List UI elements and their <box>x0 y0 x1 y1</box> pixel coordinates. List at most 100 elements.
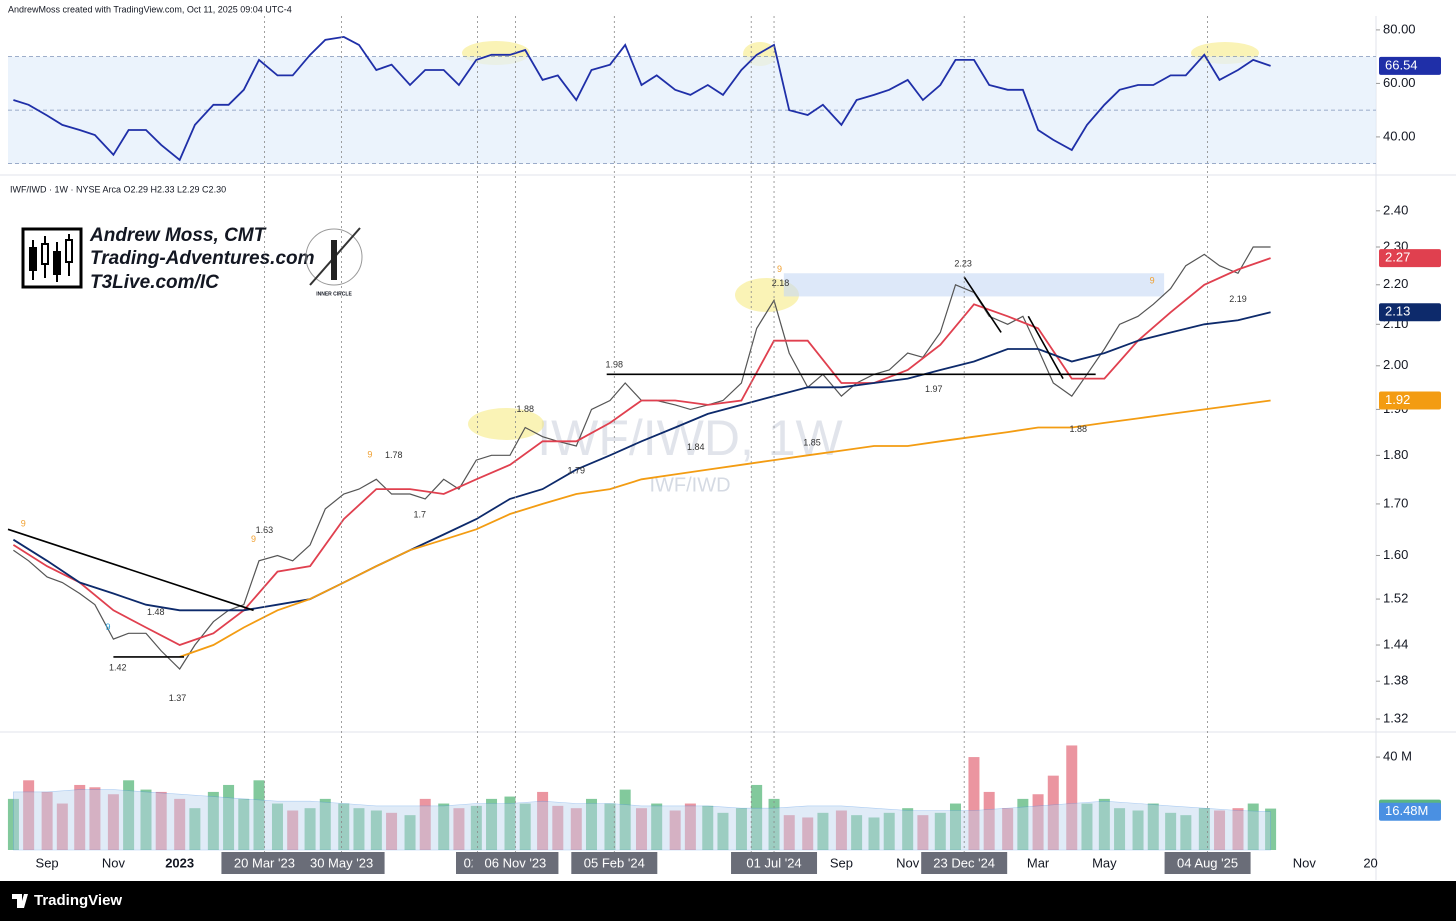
volume-bar <box>155 791 167 850</box>
volume-bar <box>751 784 763 850</box>
marker-label: 01 Jul '24 <box>746 855 801 870</box>
price-annotation: 1.37 <box>169 693 187 703</box>
volume-bar <box>585 798 597 850</box>
volume-bar <box>537 791 549 850</box>
price-annotation: 1.98 <box>606 360 624 370</box>
volume-bar <box>783 815 795 850</box>
volume-bar <box>651 803 663 850</box>
price-annotation: 1.48 <box>147 607 165 617</box>
volume-bar <box>223 784 235 850</box>
logo-site: Trading-Adventures.com <box>90 248 315 269</box>
volume-bar <box>453 808 465 850</box>
volume-bar <box>1098 798 1110 850</box>
footer-bar <box>0 881 1456 921</box>
marker-label: 23 Dec '24 <box>933 855 995 870</box>
y-tick-label: 1.52 <box>1383 591 1408 606</box>
volume-bar <box>1066 745 1078 850</box>
marker-label: 30 May '23 <box>310 855 373 870</box>
inner-circle-i <box>331 240 337 280</box>
volume-bar <box>1081 803 1093 850</box>
x-tick-label: Mar <box>1027 855 1050 870</box>
marker-label-box <box>731 852 818 874</box>
price-badge-label: 66.54 <box>1385 57 1418 72</box>
y-tick-label: 40.00 <box>1383 128 1416 143</box>
x-tick-label: Sep <box>830 855 853 870</box>
price-annotation: 1.85 <box>803 437 821 447</box>
footer-text: TradingView <box>34 892 122 909</box>
volume-bar <box>604 803 616 850</box>
y-tick-label: 60.00 <box>1383 75 1416 90</box>
volume-bar <box>253 780 265 850</box>
volume-bar <box>353 808 365 850</box>
y-tick-label: 1.70 <box>1383 495 1408 510</box>
y-tick-label: 1.38 <box>1383 673 1408 688</box>
logo: Andrew Moss, CMT Trading-Adventures.com … <box>21 225 363 297</box>
inner-circle-label: INNER CIRCLE <box>316 291 352 297</box>
volume-bar <box>504 796 516 850</box>
marker-label: 04 Aug '25 <box>1177 855 1238 870</box>
td-count: 9 <box>1150 275 1155 285</box>
price-badge-label: 2.13 <box>1385 304 1410 319</box>
price-badge <box>1379 391 1441 410</box>
td-count: 9 <box>777 264 782 274</box>
marker-label-box <box>221 852 308 874</box>
price-annotation: 1.88 <box>516 404 534 414</box>
volume-bar <box>207 791 219 850</box>
marker-label-box <box>298 852 385 874</box>
volume-bar <box>684 803 696 850</box>
price-badge <box>1379 802 1441 821</box>
y-tick-label: 40 M <box>1383 749 1412 764</box>
volume-bar <box>89 787 101 850</box>
volume-bar <box>1032 794 1044 850</box>
series-line <box>13 35 1271 162</box>
volume-bar <box>934 812 946 850</box>
price-annotation: 1.84 <box>687 442 705 452</box>
y-tick-label: 2.00 <box>1383 357 1408 372</box>
series-line <box>179 399 1271 658</box>
marker-label-box <box>1164 852 1251 874</box>
volume-bar <box>1047 775 1059 850</box>
y-tick-label: 1.44 <box>1383 636 1408 651</box>
volume-bar <box>238 798 250 850</box>
volume-bar <box>635 808 647 850</box>
price-annotation: 1.97 <box>925 384 943 394</box>
x-tick-label: 2023 <box>165 855 194 870</box>
resistance-zone <box>783 273 1165 297</box>
volume-bar <box>702 805 714 850</box>
volume-bar <box>287 810 299 850</box>
x-tick-label: Nov <box>102 855 126 870</box>
inner-circle-ring <box>305 228 363 286</box>
y-tick-label: 1.32 <box>1383 710 1408 725</box>
logo-name: Andrew Moss, CMT <box>89 225 267 246</box>
volume-bar <box>1165 812 1177 850</box>
volume-bar <box>735 808 747 850</box>
volume-bar <box>1114 808 1126 850</box>
series-line <box>12 311 1271 612</box>
volume-bar <box>1132 810 1144 850</box>
volume-bar <box>917 815 929 850</box>
volume-bar <box>968 757 980 850</box>
marker-label-box <box>921 852 1008 874</box>
td-count: 9 <box>105 622 110 632</box>
y-tick-label: 1.60 <box>1383 547 1408 562</box>
volume-bar <box>419 798 431 850</box>
volume-bar <box>1002 808 1014 850</box>
volume-bar <box>370 810 382 850</box>
price-badge <box>1379 303 1441 322</box>
price-badge-label: 1.92 <box>1385 392 1410 407</box>
price-annotation: 1.42 <box>109 662 127 672</box>
volume-bar <box>1265 808 1277 850</box>
volume-bar <box>1180 815 1192 850</box>
volume-bar <box>802 817 814 850</box>
price-annotation: 2.19 <box>1229 294 1247 304</box>
volume-bar <box>23 780 35 850</box>
price-annotation: 1.78 <box>385 450 403 460</box>
y-tick-label: 2.20 <box>1383 276 1408 291</box>
volume-bar <box>868 817 880 850</box>
volume-bar <box>1247 803 1259 850</box>
volume-bar <box>438 803 450 850</box>
volume-bar <box>768 798 780 850</box>
volume-bar <box>74 784 86 850</box>
volume-bar <box>123 780 135 850</box>
